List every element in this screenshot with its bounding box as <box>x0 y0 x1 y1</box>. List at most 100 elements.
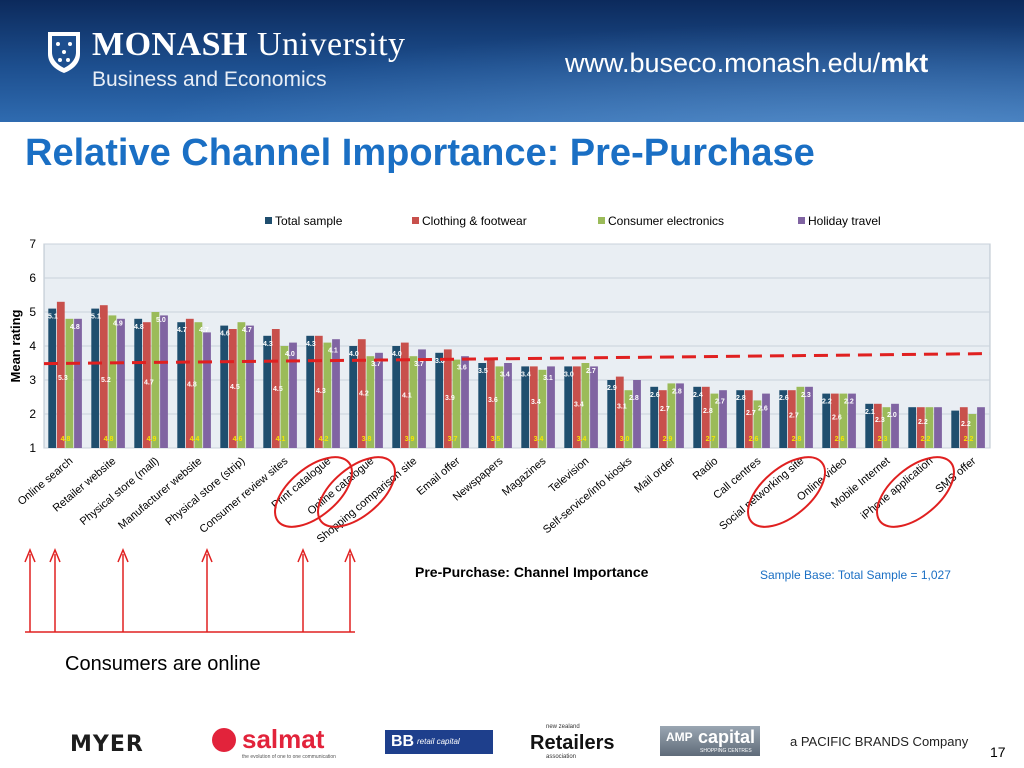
bar <box>934 407 942 448</box>
highlight-circle <box>317 456 396 528</box>
value-label: 4.2 <box>319 436 329 443</box>
bar <box>478 363 487 448</box>
value-label: 3.5 <box>491 436 501 443</box>
sample-base-note: Sample Base: Total Sample = 1,027 <box>760 568 951 582</box>
value-label: 4.0 <box>392 351 402 358</box>
value-label: 5.2 <box>101 377 111 384</box>
bar <box>280 346 289 448</box>
value-label: 4.7 <box>144 379 154 386</box>
bar <box>882 407 891 448</box>
value-label: 2.8 <box>629 395 639 402</box>
value-label: 3.4 <box>534 436 544 443</box>
bar <box>762 393 770 448</box>
university-name: MONASH University <box>92 26 406 64</box>
bar <box>959 407 968 448</box>
value-label: 2.4 <box>693 392 703 399</box>
value-label: 4.9 <box>147 436 157 443</box>
value-label: 2.9 <box>607 385 617 392</box>
value-label: 3.7 <box>414 361 424 368</box>
value-label: 4.1 <box>276 436 286 443</box>
value-label: 3.1 <box>617 404 627 411</box>
uni-name-bold: MONASH <box>92 26 248 63</box>
bar <box>271 329 280 448</box>
url-prefix: www.buseco.monash.edu/ <box>565 48 881 78</box>
bar <box>538 369 547 448</box>
value-label: 4.1 <box>402 393 412 400</box>
slide-title: Relative Channel Importance: Pre-Purchas… <box>25 132 815 174</box>
value-label: 3.4 <box>531 399 541 406</box>
bar <box>779 390 788 448</box>
value-label: 4.5 <box>230 384 240 391</box>
reference-line <box>43 352 991 366</box>
x-tick-label: Social networking site <box>717 455 806 533</box>
bar <box>306 335 315 448</box>
value-label: 3.4 <box>577 436 587 443</box>
legend-swatch <box>598 217 605 224</box>
header-swoosh <box>0 0 1024 122</box>
bar <box>65 318 74 448</box>
value-label: 2.7 <box>746 410 756 417</box>
value-label: 2.3 <box>875 417 885 424</box>
bar <box>547 366 555 448</box>
header-banner: MONASH University Business and Economics… <box>0 0 1024 122</box>
arrow-head <box>49 548 61 563</box>
y-tick-label: 7 <box>29 237 36 251</box>
retailers-bottom: association <box>546 754 577 760</box>
bar <box>805 386 813 448</box>
bar <box>590 366 598 448</box>
value-label: 2.2 <box>918 419 928 426</box>
bar <box>349 346 358 448</box>
value-label: 4.3 <box>263 341 273 348</box>
bar <box>865 403 874 448</box>
bar <box>951 410 960 448</box>
value-label: 3.6 <box>457 365 467 372</box>
bar <box>753 400 762 448</box>
bar <box>461 356 469 448</box>
value-label: 4.8 <box>104 436 114 443</box>
bar <box>916 407 925 448</box>
value-label: 2.0 <box>887 412 897 419</box>
bar <box>289 342 297 448</box>
bar <box>796 386 805 448</box>
bar <box>142 322 151 448</box>
highlight-circle <box>274 456 353 528</box>
bar <box>581 363 590 448</box>
value-label: 4.7 <box>177 327 187 334</box>
salmat-name: salmat <box>242 724 325 754</box>
salmat-icon <box>212 728 236 752</box>
bar <box>56 301 65 448</box>
faculty-url[interactable]: www.buseco.monash.edu/mkt <box>565 48 928 79</box>
bar <box>736 390 745 448</box>
bar <box>615 376 624 448</box>
value-label: 4.1 <box>328 348 338 355</box>
bar <box>822 393 831 448</box>
myer-logo: MYER <box>70 732 144 757</box>
bar <box>667 383 676 448</box>
bar <box>185 318 194 448</box>
value-label: 4.8 <box>70 324 80 331</box>
bar <box>504 363 512 448</box>
value-label: 2.2 <box>964 436 974 443</box>
bar <box>658 390 667 448</box>
x-tick-label: Magazines <box>500 455 549 499</box>
value-label: 2.7 <box>660 406 670 413</box>
bar <box>486 359 495 448</box>
value-label: 2.8 <box>792 436 802 443</box>
bar <box>117 318 125 448</box>
legend-swatch <box>412 217 419 224</box>
value-label: 3.5 <box>478 368 488 375</box>
legend-swatch <box>265 217 272 224</box>
y-tick-label: 3 <box>29 373 36 387</box>
value-label: 3.0 <box>620 436 630 443</box>
x-tick-label: Manufacturer website <box>116 455 204 532</box>
bar <box>873 403 882 448</box>
value-label: 3.6 <box>488 397 498 404</box>
value-label: 3.0 <box>564 371 574 378</box>
bar <box>719 390 727 448</box>
y-tick-label: 4 <box>29 339 36 353</box>
value-label: 4.6 <box>220 331 230 338</box>
bar <box>452 359 461 448</box>
retailers-association-logo: new zealand Retailers association <box>530 722 620 762</box>
value-label: 3.8 <box>362 436 372 443</box>
amp-a: AMP <box>666 730 693 744</box>
